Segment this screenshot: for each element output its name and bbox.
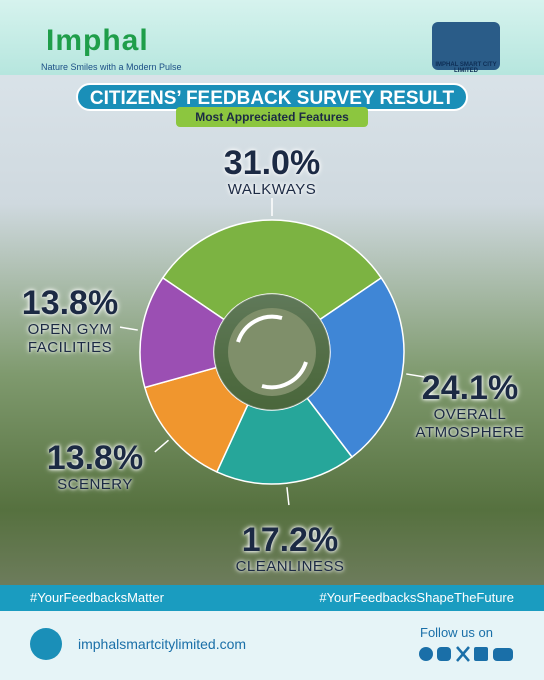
category-label: SCENERY [57,476,133,493]
value-label: 31.0% [223,144,321,182]
category-label: OPEN GYM FACILITIES [27,321,113,356]
hashtag: #YourFeedbacksMatter [30,590,164,605]
value-label: 17.2% [241,521,339,559]
slice-label: 24.1% OVERALL ATMOSPHERE [400,370,540,442]
footer [0,611,544,680]
hashtag-bar [0,585,544,611]
instagram-icon[interactable] [437,647,451,661]
chart-subtitle: Most Appreciated Features [176,107,368,127]
slice-label: 31.0% WALKWAYS [172,145,372,199]
tagline: Nature Smiles with a Modern Pulse [41,62,182,72]
partner-logo-text: IMPHAL SMART CITY LIMITED [435,62,497,74]
facebook-icon[interactable] [419,647,433,661]
category-label: OVERALL ATMOSPHERE [415,406,525,441]
leader-line [406,373,425,378]
category-label: WALKWAYS [227,181,317,198]
leader-line [119,326,138,331]
leader-line [154,439,169,453]
value-label: 13.8% [21,284,119,322]
web-icon [30,628,62,660]
website[interactable]: imphalsmartcitylimited.com [78,636,247,652]
hole [228,308,316,396]
partner-logo [432,22,500,70]
slice-label: 13.8% OPEN GYM FACILITIES [0,285,140,357]
hashtag: #YourFeedbacksShapeTheFuture [319,590,514,605]
slice-label: 13.8% SCENERY [35,440,155,494]
x-icon[interactable] [456,646,470,662]
slice-label: 17.2% CLEANLINESS [210,522,370,576]
value-label: 24.1% [421,369,519,407]
linkedin-icon[interactable] [474,647,488,661]
value-label: 13.8% [46,439,144,477]
category-label: CLEANLINESS [235,558,345,575]
hole-arc [261,361,308,390]
logo: Imphal [46,24,149,57]
follow-label: Follow us on [420,625,493,640]
youtube-icon[interactable] [493,648,513,661]
social-icons [419,646,513,662]
hole-arc [236,314,283,343]
leader-line [286,487,290,506]
